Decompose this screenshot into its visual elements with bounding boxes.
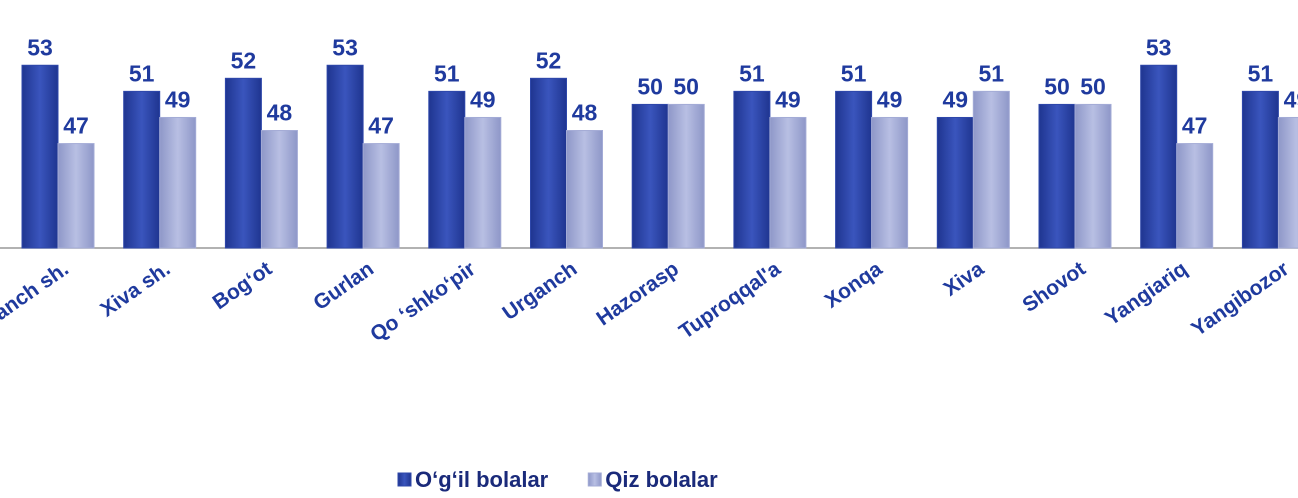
- x-tick-label: Urganch sh.: [0, 257, 73, 345]
- bar: [835, 90, 873, 249]
- value-label: 49: [1284, 86, 1298, 112]
- value-label: 52: [536, 47, 562, 73]
- bar: [1277, 116, 1298, 249]
- value-label: 53: [27, 34, 53, 60]
- value-label: 51: [739, 60, 765, 86]
- value-label: 53: [332, 34, 358, 60]
- value-label: 50: [1044, 73, 1070, 99]
- legend-label: Qiz bolalar: [605, 467, 718, 492]
- value-label: 51: [979, 60, 1005, 86]
- x-tick-label: Bog‘ot: [209, 257, 277, 314]
- bar: [57, 143, 95, 249]
- x-tick-label: Urganch: [498, 257, 581, 325]
- bar: [530, 77, 567, 249]
- value-label: 49: [877, 86, 903, 112]
- x-tick-label: Shovot: [1018, 257, 1089, 317]
- value-label: 47: [63, 113, 89, 139]
- value-label: 47: [368, 113, 394, 139]
- bar: [326, 64, 364, 249]
- bar: [936, 116, 974, 249]
- x-tick-label: Xonqa: [821, 257, 887, 313]
- bar: [566, 130, 603, 249]
- value-label: 51: [1248, 60, 1274, 86]
- value-label: 51: [129, 60, 155, 86]
- bar: [159, 116, 197, 249]
- value-label: 50: [637, 73, 663, 99]
- bar: [362, 143, 400, 249]
- value-label: 52: [231, 47, 257, 73]
- bar: [260, 130, 298, 249]
- bar: [631, 103, 669, 249]
- value-label: 47: [1182, 113, 1208, 139]
- bar: [769, 116, 807, 249]
- value-label: 48: [267, 100, 293, 126]
- bar: [1140, 64, 1178, 249]
- bar: [1241, 90, 1279, 249]
- x-tick-label: Xiva sh.: [96, 257, 174, 321]
- bar: [667, 103, 705, 249]
- x-tick-label: Qo ‘shko‘pir: [366, 257, 480, 346]
- bar: [972, 90, 1010, 249]
- bar: [464, 116, 502, 249]
- bar: [1074, 103, 1112, 249]
- value-label: 51: [434, 60, 460, 86]
- value-label: 49: [775, 86, 801, 112]
- x-tick-label: Hazorasp: [592, 257, 683, 330]
- bar: [123, 90, 161, 249]
- bar: [1176, 143, 1214, 249]
- x-tick-label: Yangibozor: [1187, 257, 1293, 341]
- bar: [871, 116, 909, 249]
- legend-swatch: [587, 472, 602, 487]
- value-label: 49: [943, 86, 969, 112]
- value-label: 49: [165, 86, 191, 112]
- x-tick-label: Yangiariq: [1101, 257, 1192, 330]
- legend-swatch: [397, 472, 412, 487]
- value-label: 49: [470, 86, 496, 112]
- bar: [733, 90, 771, 249]
- bar: [224, 77, 262, 249]
- x-tick-label: Xiva: [940, 257, 989, 301]
- x-tick-label: Tuproqqal'a: [675, 257, 785, 344]
- bar: [428, 90, 466, 249]
- value-label: 50: [673, 73, 699, 99]
- bar: [1038, 103, 1076, 249]
- value-label: 53: [1146, 34, 1172, 60]
- bar: [21, 64, 59, 249]
- value-label: 50: [1080, 73, 1106, 99]
- x-tick-label: Gurlan: [309, 257, 378, 315]
- legend-label: O‘g‘il bolalar: [415, 467, 549, 492]
- value-label: 51: [841, 60, 867, 86]
- value-label: 48: [572, 100, 598, 126]
